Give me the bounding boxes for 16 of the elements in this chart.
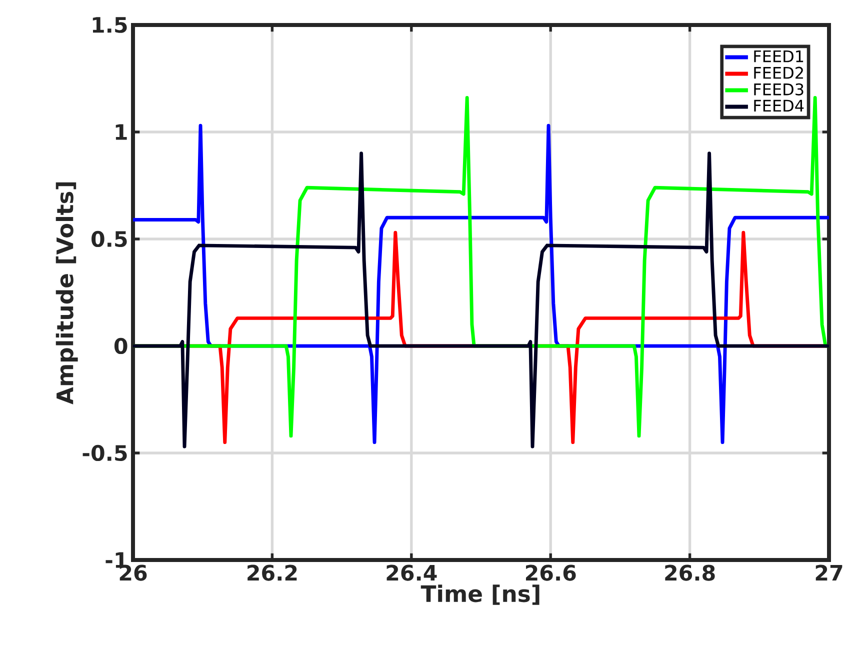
y-tick-label: 0.5: [92, 230, 127, 248]
x-tick-label: 26.6: [526, 564, 576, 581]
y-tick-label: 0: [114, 338, 128, 354]
y-tick-label: 1.5: [92, 17, 127, 33]
x-tick-label: 26.2: [248, 564, 297, 581]
x-tick-label: 26.8: [665, 564, 715, 581]
legend-label: FEED1: [754, 50, 804, 62]
x-axis-title: Time [ns]: [420, 584, 540, 605]
y-axis-title: Amplitude [Volts]: [56, 182, 78, 404]
y-tick-label: -0.5: [82, 444, 127, 462]
x-tick-label: 26.4: [386, 564, 437, 581]
legend-label: FEED4: [754, 100, 804, 112]
x-tick-label: 27: [816, 564, 842, 581]
y-tick-label: 1: [116, 124, 127, 140]
legend-label: FEED2: [754, 66, 803, 79]
legend-label: FEED3: [754, 83, 804, 96]
